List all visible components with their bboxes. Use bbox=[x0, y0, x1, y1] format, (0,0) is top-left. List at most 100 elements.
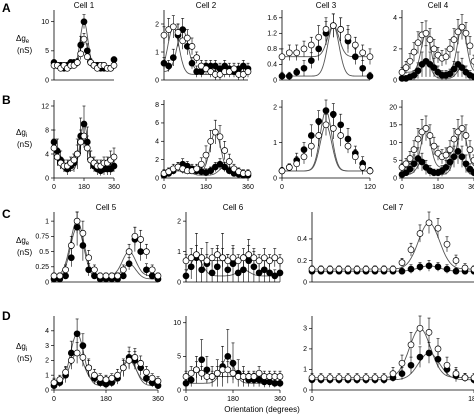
y-tick-label: 0.4 bbox=[267, 62, 277, 69]
data-point-open bbox=[344, 33, 352, 41]
data-point-open bbox=[442, 53, 450, 61]
data-point-open bbox=[443, 240, 451, 248]
data-point-filled bbox=[276, 269, 284, 277]
data-point-filled bbox=[329, 110, 337, 118]
data-point-open bbox=[406, 155, 414, 162]
y-tick-label: 0.2 bbox=[297, 258, 307, 265]
data-point-open bbox=[221, 147, 229, 154]
data-point-open bbox=[193, 251, 200, 258]
data-point-open bbox=[73, 217, 81, 225]
y-tick-label: 12 bbox=[41, 103, 49, 110]
data-point-open bbox=[77, 138, 85, 146]
data-point-filled bbox=[351, 53, 359, 61]
data-point-open bbox=[434, 224, 442, 232]
data-point-open bbox=[315, 132, 323, 139]
panel-letter-a: A bbox=[2, 1, 11, 15]
data-point-open bbox=[119, 364, 127, 372]
data-point-open bbox=[70, 156, 78, 164]
data-point-filled bbox=[198, 356, 206, 364]
data-point-open bbox=[83, 53, 91, 61]
data-point-open bbox=[213, 369, 221, 377]
y-axis-unit: (nS) bbox=[17, 248, 32, 257]
data-point-open bbox=[315, 33, 323, 41]
data-point-filled bbox=[85, 266, 93, 274]
data-point-filled bbox=[470, 73, 474, 81]
data-point-open bbox=[108, 374, 116, 382]
data-point-open bbox=[67, 357, 75, 364]
data-point-open bbox=[458, 125, 466, 132]
data-point-filled bbox=[454, 148, 462, 155]
data-point-open bbox=[73, 150, 81, 158]
data-point-open bbox=[50, 379, 58, 386]
panel-letter-d: D bbox=[2, 309, 11, 323]
y-tick-label: 10 bbox=[41, 19, 49, 26]
x-tick-label: 120 bbox=[364, 184, 376, 191]
data-point-open bbox=[329, 125, 337, 132]
data-point-open bbox=[244, 170, 252, 177]
data-point-open bbox=[470, 265, 474, 273]
data-point-open bbox=[353, 374, 361, 382]
data-point-open bbox=[131, 354, 139, 361]
x-tick-label: 360 bbox=[468, 184, 474, 191]
y-tick-label: 20 bbox=[389, 104, 397, 111]
data-point-filled bbox=[446, 158, 454, 166]
data-point-filled bbox=[224, 266, 232, 274]
data-point-filled bbox=[414, 67, 422, 75]
y-tick-label: 0.25 bbox=[35, 264, 49, 271]
data-point-open bbox=[91, 266, 98, 274]
data-point-open bbox=[335, 374, 343, 382]
data-point-open bbox=[193, 366, 200, 374]
y-tick-label: 1 bbox=[303, 367, 307, 374]
data-point-open bbox=[425, 219, 433, 227]
y-tick-label: 4 bbox=[45, 151, 49, 158]
data-point-open bbox=[198, 369, 206, 377]
data-point-open bbox=[430, 45, 438, 53]
data-point-filled bbox=[462, 160, 470, 168]
data-point-open bbox=[344, 374, 352, 382]
data-point-open bbox=[450, 135, 458, 143]
data-point-filled bbox=[221, 163, 229, 171]
data-point-filled bbox=[410, 71, 418, 79]
data-point-open bbox=[229, 369, 237, 377]
data-point-open bbox=[85, 254, 93, 262]
data-point-open bbox=[351, 153, 359, 161]
data-point-open bbox=[250, 254, 258, 262]
data-point-open bbox=[414, 39, 422, 47]
data-point-open bbox=[110, 62, 118, 69]
y-axis-label: Δge bbox=[16, 236, 30, 247]
data-point-open bbox=[188, 43, 196, 50]
cell-title: Cell 2 bbox=[196, 1, 217, 10]
data-point-open bbox=[450, 36, 458, 43]
data-point-open bbox=[245, 251, 253, 258]
data-point-open bbox=[119, 266, 127, 274]
data-point-open bbox=[410, 48, 418, 56]
panel-letter-b: B bbox=[2, 93, 11, 107]
data-point-filled bbox=[425, 262, 433, 270]
y-tick-label: 4 bbox=[45, 328, 49, 335]
x-tick-label: 180 bbox=[100, 396, 112, 403]
data-point-open bbox=[260, 254, 268, 262]
x-tick-label: 0 bbox=[162, 184, 166, 191]
data-point-filled bbox=[407, 361, 415, 369]
data-point-open bbox=[183, 34, 191, 42]
data-point-open bbox=[322, 26, 330, 33]
data-point-open bbox=[73, 349, 81, 357]
y-tick-label: 1.6 bbox=[267, 15, 277, 22]
data-point-filled bbox=[143, 266, 150, 274]
data-point-filled bbox=[73, 330, 81, 338]
data-point-open bbox=[371, 265, 379, 273]
data-point-open bbox=[225, 158, 233, 165]
data-point-filled bbox=[67, 254, 75, 262]
y-tick-label: 0 bbox=[393, 77, 397, 84]
data-point-open bbox=[278, 53, 286, 61]
data-point-open bbox=[187, 369, 195, 377]
data-point-open bbox=[187, 254, 195, 262]
x-tick-label: 360 bbox=[152, 396, 164, 403]
data-point-filled bbox=[307, 57, 315, 64]
data-point-filled bbox=[285, 72, 293, 80]
data-point-filled bbox=[359, 64, 367, 72]
y-tick-label: 0 bbox=[273, 77, 277, 84]
data-point-open bbox=[470, 57, 474, 65]
data-point-open bbox=[278, 167, 286, 175]
